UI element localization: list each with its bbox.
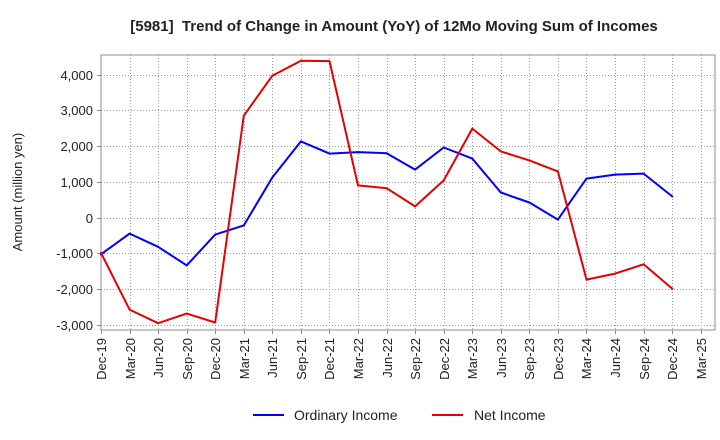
data-point-ordinary-income-sep-20 (185, 264, 188, 267)
x-tick-label: Dec-23 (551, 338, 566, 380)
data-point-ordinary-income-mar-23 (471, 157, 474, 160)
y-tick-label: 0 (86, 211, 93, 226)
y-tick-label: 3,000 (60, 103, 93, 118)
data-point-net-income-dec-24 (671, 287, 674, 290)
y-tick-label: 1,000 (60, 175, 93, 190)
x-axis: Dec-19 Mar-20 Jun-20 Sep-20 Dec-20 Mar-21 Jun-… (94, 330, 709, 380)
data-point-ordinary-income-jun-23 (499, 191, 502, 194)
x-tick-label: Dec-21 (322, 338, 337, 380)
data-point-ordinary-income-dec-24 (671, 195, 674, 198)
gridlines (101, 55, 715, 330)
legend-label: Ordinary Income (294, 407, 398, 423)
series-group (100, 59, 674, 325)
data-point-ordinary-income-dec-22 (442, 146, 445, 149)
data-point-net-income-jun-23 (499, 150, 502, 153)
data-point-ordinary-income-dec-21 (328, 152, 331, 155)
data-point-net-income-sep-23 (528, 159, 531, 162)
x-tick-label: Sep-24 (637, 338, 652, 380)
x-tick-label: Jun-22 (380, 338, 395, 378)
y-tick-label: 4,000 (60, 68, 93, 83)
data-point-ordinary-income-jun-21 (271, 176, 274, 179)
data-point-net-income-jun-22 (385, 187, 388, 190)
data-point-ordinary-income-jun-20 (157, 245, 160, 248)
x-tick-label: Jun-21 (265, 338, 280, 378)
x-tick-label: Sep-23 (522, 338, 537, 380)
data-point-ordinary-income-sep-24 (642, 172, 645, 175)
data-point-ordinary-income-sep-23 (528, 201, 531, 204)
x-tick-label: Mar-21 (237, 338, 252, 379)
data-point-net-income-mar-20 (128, 308, 131, 311)
legend-item-net-income: Net Income (432, 407, 546, 423)
x-tick-label: Jun-23 (494, 338, 509, 378)
data-point-net-income-dec-22 (442, 179, 445, 182)
x-tick-label: Dec-22 (437, 338, 452, 380)
data-point-ordinary-income-mar-22 (357, 151, 359, 154)
data-point-net-income-dec-20 (214, 321, 217, 324)
data-point-ordinary-income-mar-20 (128, 232, 131, 235)
data-point-ordinary-income-dec-23 (556, 218, 559, 221)
data-point-ordinary-income-sep-22 (414, 168, 417, 171)
y-axis-label: Amount (million yen) (10, 133, 25, 252)
legend: Ordinary Income Net Income (253, 407, 546, 423)
x-tick-label: Dec-20 (208, 338, 223, 380)
y-tick-label: -2,000 (56, 282, 93, 297)
data-point-ordinary-income-mar-21 (242, 224, 245, 227)
x-tick-label: Sep-20 (180, 338, 195, 380)
x-tick-label: Dec-19 (94, 338, 109, 380)
x-tick-label: Jun-20 (151, 338, 166, 378)
chart-title: [5981] Trend of Change in Amount (YoY) o… (130, 18, 658, 35)
x-tick-label: Mar-24 (579, 338, 594, 379)
data-point-net-income-jun-21 (271, 74, 274, 77)
data-point-net-income-sep-24 (642, 263, 645, 266)
data-point-net-income-mar-24 (585, 278, 588, 281)
y-tick-label: 2,000 (60, 139, 93, 154)
x-tick-label: Mar-25 (694, 338, 709, 379)
data-point-net-income-sep-20 (185, 312, 188, 315)
data-point-ordinary-income-mar-24 (585, 177, 588, 180)
x-tick-label: Sep-22 (408, 338, 423, 380)
data-point-ordinary-income-dec-20 (214, 233, 217, 236)
data-point-net-income-sep-21 (299, 59, 302, 62)
data-point-net-income-mar-23 (471, 127, 474, 130)
data-point-net-income-sep-22 (414, 205, 417, 208)
y-tick-label: -3,000 (56, 318, 93, 333)
data-point-net-income-dec-21 (328, 60, 331, 63)
data-point-net-income-dec-23 (556, 170, 559, 173)
data-point-net-income-mar-21 (242, 114, 245, 117)
x-tick-label: Jun-24 (608, 338, 623, 378)
x-tick-label: Sep-21 (294, 338, 309, 380)
data-point-ordinary-income-sep-21 (299, 140, 302, 143)
legend-label: Net Income (474, 407, 546, 423)
data-point-net-income-mar-22 (357, 184, 359, 187)
legend-item-ordinary-income: Ordinary Income (253, 407, 398, 423)
data-point-net-income-jun-20 (157, 322, 160, 325)
plot-area-frame (100, 54, 716, 331)
data-point-ordinary-income-jun-24 (614, 173, 616, 176)
data-point-ordinary-income-jun-22 (385, 152, 388, 155)
x-tick-label: Mar-22 (351, 338, 366, 379)
y-axis: -3,000 -2,000 -1,000 0 1,000 2,000 3,000 4,000 (56, 68, 101, 333)
data-point-net-income-jun-24 (614, 272, 616, 275)
x-tick-label: Mar-20 (123, 338, 138, 379)
data-point-net-income-dec-19 (100, 251, 102, 254)
x-tick-label: Dec-24 (665, 338, 680, 380)
x-tick-label: Mar-23 (465, 338, 480, 379)
y-tick-label: -1,000 (56, 246, 93, 261)
